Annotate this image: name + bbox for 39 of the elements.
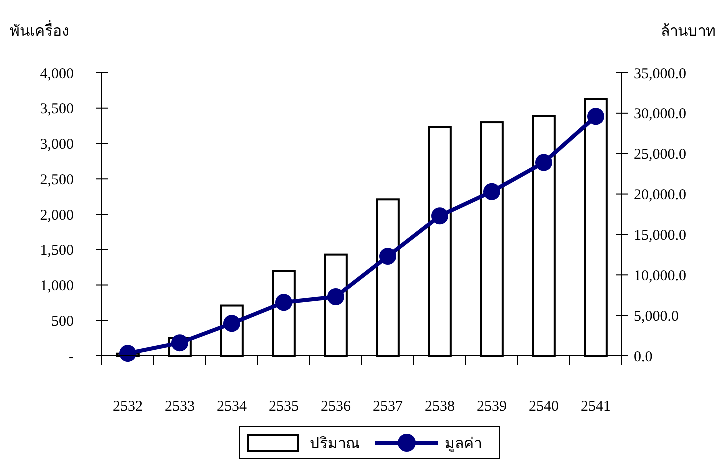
point <box>276 294 292 312</box>
point <box>432 208 448 225</box>
x-tick-label: 2536 <box>321 399 352 415</box>
x-tick-label: 2535 <box>269 399 299 415</box>
point <box>328 288 344 306</box>
y-tick-label: 500 <box>52 314 74 330</box>
y2-tick-label: 20,000.0 <box>634 188 686 204</box>
x-tick-label: 2537 <box>373 399 404 415</box>
y2-tick-label: 0.0 <box>634 349 653 366</box>
y2-tick-label: 15,000.0 <box>634 228 686 244</box>
y-axis-title: พันเครื่อง <box>10 20 69 40</box>
y2-tick-label: 30,000.0 <box>634 106 686 123</box>
x-tick-label: 2540 <box>529 399 559 415</box>
point <box>380 248 396 266</box>
y-tick-label: 3,500 <box>40 102 74 118</box>
y-tick-label: 4,000 <box>40 66 74 82</box>
y2-tick-label: 25,000.0 <box>634 147 686 164</box>
point <box>588 108 604 126</box>
x-tick-label: 2532 <box>113 399 143 415</box>
x-tick-label: 2538 <box>425 399 455 415</box>
x-tick-label: 2533 <box>165 399 195 415</box>
point <box>484 183 500 200</box>
x-tick-label: 2541 <box>581 399 611 415</box>
y2-tick-label: 5,000.0 <box>634 308 679 325</box>
y-tick-label: 1,500 <box>40 243 74 260</box>
legend-label: ปริมาณ <box>310 435 360 452</box>
y-tick-label: 3,000 <box>40 137 74 153</box>
y-tick-label: 2,500 <box>40 172 74 188</box>
y2-tick-label: 10,000.0 <box>634 268 686 284</box>
y2-tick-label: 35,000.0 <box>634 66 686 82</box>
x-tick-label: 2539 <box>477 399 507 415</box>
x-tick-label: 2534 <box>217 399 248 415</box>
point <box>536 154 552 172</box>
legend-label: มูลค่า <box>445 436 482 452</box>
point <box>120 345 136 362</box>
y-tick-label: 2,000 <box>40 208 74 224</box>
y2-axis-title: ล้านบาท <box>661 23 716 40</box>
y-tick-label: - <box>69 349 74 366</box>
y-tick-label: 1,000 <box>40 278 74 294</box>
